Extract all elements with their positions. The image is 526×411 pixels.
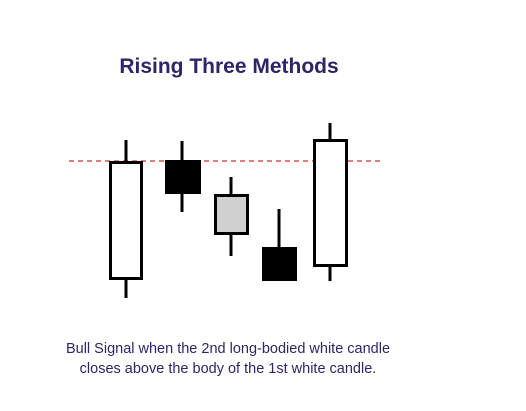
second-white-candle-body xyxy=(313,139,348,267)
second-black-candle-body xyxy=(262,247,297,281)
grey-candle-body xyxy=(214,194,249,235)
second-white-candle xyxy=(313,123,348,281)
first-black-candle xyxy=(165,141,201,212)
caption: Bull Signal when the 2nd long-bodied whi… xyxy=(30,339,426,379)
caption-line-2: closes above the body of the 1st white c… xyxy=(79,361,377,377)
first-black-candle-body xyxy=(165,160,201,194)
diagram-title: Rising Three Methods xyxy=(119,55,339,78)
first-white-candle-body xyxy=(109,161,143,280)
second-black-candle xyxy=(262,209,297,281)
grey-candle xyxy=(214,177,249,256)
first-white-candle xyxy=(109,140,143,298)
caption-line-1: Bull Signal when the 2nd long-bodied whi… xyxy=(65,341,391,357)
